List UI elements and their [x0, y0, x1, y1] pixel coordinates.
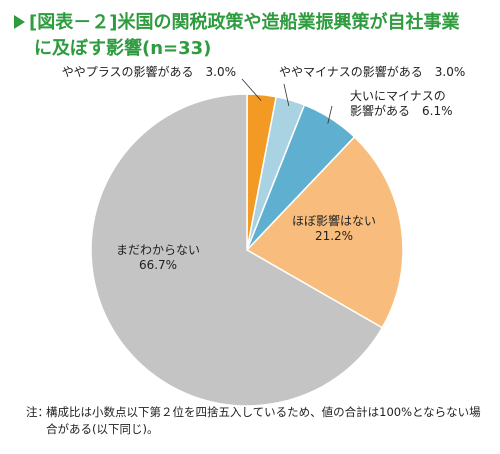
title-prefix: [図表－２]: [29, 12, 118, 33]
slice-2-label: ややマイナスの影響がある 3.0%: [279, 64, 465, 79]
slice-5-label: まだわからない 66.7%: [116, 243, 200, 272]
title-line-1: 米国の関税政策や造船業振興策が自社事業: [117, 12, 460, 33]
slice-4-label: ほぼ影響はない 21.2%: [292, 213, 376, 243]
slice-4-wedge: [245, 135, 404, 329]
slice-1-leader-line: [241, 78, 262, 101]
slice-3-leader-line: [327, 105, 333, 124]
footnote-text: 構成比は小数点以下第２位を四捨五入しているため、値の合計は100%とならない場合…: [46, 405, 481, 436]
footnote: 注： 構成比は小数点以下第２位を四捨五入しているため、値の合計は100%とならな…: [26, 404, 492, 438]
slice-labels: ややプラスの影響がある 3.0% ややマイナスの影響がある 3.0% 大いにマイナス…: [62, 64, 466, 272]
pie-slices: [90, 93, 404, 407]
slice-4-value-label: 21.2%: [315, 229, 353, 243]
slice-5-wedge: [90, 93, 384, 407]
slice-5-value-label: 66.7%: [139, 258, 177, 272]
slice-3-label: 大いにマイナスの影響がある 6.1%: [350, 89, 453, 118]
slice-1-label: ややプラスの影響がある 3.0%: [62, 64, 236, 79]
chart-title: [図表－２]米国の関税政策や造船業振興策が自社事業 に及ぼす影響(n=33): [14, 10, 494, 62]
slice-1-label-text: ややプラスの影響がある 3.0%: [62, 64, 236, 79]
footnote-prefix: 注：: [26, 405, 49, 419]
title-triangle-icon: [14, 15, 25, 29]
title-line-2: に及ぼす影響(n=33): [34, 38, 212, 59]
slice-2-label-text: ややマイナスの影響がある 3.0%: [279, 64, 465, 79]
slice-2-leader-line: [283, 83, 290, 107]
leader-lines: [241, 78, 333, 124]
